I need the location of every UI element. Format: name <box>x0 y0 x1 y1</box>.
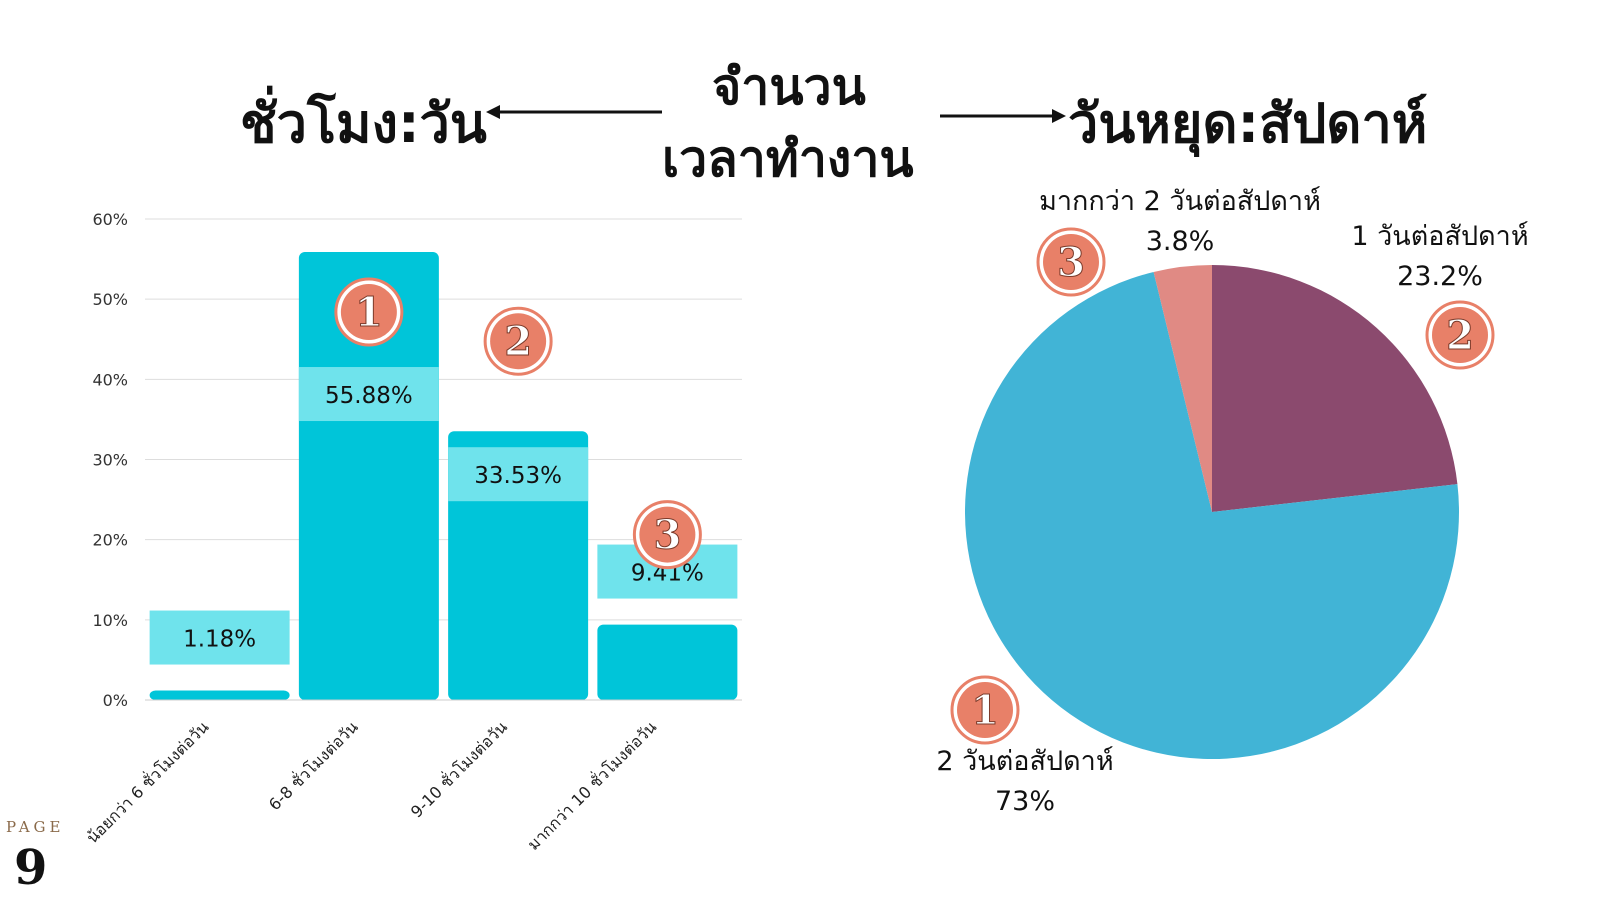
y-tick-label: 0% <box>103 691 128 710</box>
pie-label: 1 วันต่อสัปดาห์ <box>1351 220 1528 252</box>
bar-rank-badge-number: 3 <box>653 512 681 559</box>
pie-value-label: 23.2% <box>1397 261 1483 292</box>
bar-value-label: 33.53% <box>474 463 562 489</box>
bar-rank-badge-disc <box>639 506 696 563</box>
bar-rank-badge-disc <box>340 284 397 341</box>
pie-label: มากกว่า 2 วันต่อสัปดาห์ <box>1039 185 1321 217</box>
pie-label: 2 วันต่อสัปดาห์ <box>936 745 1113 777</box>
category-label: มากกว่า 10 ชั่วโมงต่อวัน <box>522 716 660 854</box>
y-tick-label: 50% <box>92 290 128 309</box>
y-tick-label: 20% <box>92 531 128 550</box>
bar-rank-badge-disc <box>490 313 547 370</box>
pie-slice <box>1153 265 1212 512</box>
page-label: PAGE <box>6 818 65 836</box>
pie-rank-badge-disc <box>957 682 1013 738</box>
bar <box>298 252 439 700</box>
bar-value-box <box>448 447 589 502</box>
pie-rank-badge-number: 3 <box>1057 239 1085 286</box>
pie-slice <box>964 272 1459 759</box>
pie-rank-badge-disc <box>1432 307 1488 363</box>
left-heading: ชั่วโมง:วัน <box>240 92 487 155</box>
category-label: 6-8 ชั่วโมงต่อวัน <box>263 716 361 814</box>
bar <box>597 624 738 700</box>
bar-rank-badge-number: 2 <box>504 318 532 365</box>
bar-rank-badge-number: 1 <box>355 289 383 336</box>
pie-value-label: 3.8% <box>1146 226 1215 257</box>
pie-rank-badge-disc <box>1043 234 1099 290</box>
bar-value-box <box>298 367 439 422</box>
category-label: น้อยกว่า 6 ชั่วโมงต่อวัน <box>81 716 212 847</box>
y-tick-label: 30% <box>92 451 128 470</box>
right-heading: วันหยุด:สัปดาห์ <box>1068 92 1428 155</box>
center-heading-line1: จำนวน <box>712 58 866 116</box>
y-tick-label: 40% <box>92 370 128 389</box>
pie-rank-badge-number: 1 <box>971 687 999 734</box>
category-label: 9-10 ชั่วโมงต่อวัน <box>406 716 511 821</box>
bar-value-box <box>149 610 290 665</box>
center-heading-line2: เวลาทำงาน <box>662 130 914 188</box>
pie-value-label: 73% <box>995 786 1055 817</box>
pie-slice <box>1212 265 1458 512</box>
bar-value-label: 1.18% <box>183 627 256 653</box>
y-tick-label: 10% <box>92 611 128 630</box>
bar <box>149 690 290 700</box>
y-tick-label: 60% <box>92 210 128 229</box>
page-number: 9 <box>14 840 48 896</box>
pie-rank-badge-number: 2 <box>1446 312 1474 359</box>
bar-value-label: 55.88% <box>325 383 413 409</box>
